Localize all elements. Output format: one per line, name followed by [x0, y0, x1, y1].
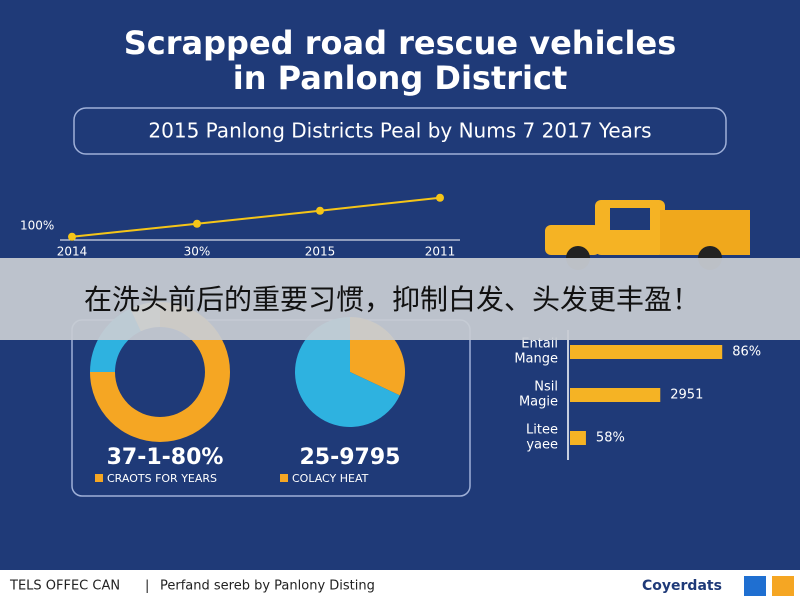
category-label: yaee	[526, 438, 558, 453]
title: Scrapped road rescue vehicles	[124, 24, 676, 62]
legend-label: COLACY HEAT	[292, 472, 369, 485]
x-tick-label: 30%	[184, 245, 211, 259]
point	[436, 193, 444, 202]
icon	[744, 576, 766, 596]
x-tick-label: 2011	[425, 245, 456, 259]
chart-title: 37-1-80%	[107, 445, 224, 470]
category-label: Mange	[514, 352, 558, 367]
footer-bar	[0, 570, 800, 600]
annotation: 100%	[20, 219, 54, 233]
truck	[545, 200, 750, 270]
overlay-text: 在洗头前后的重要习惯，抑制白发、头发更丰盈！	[84, 283, 700, 316]
category-label: Magie	[519, 395, 558, 410]
bar	[570, 345, 723, 359]
slice	[294, 316, 400, 427]
subtitle: 2015 Panlong Districts Peal by Nums 7 20…	[148, 119, 651, 143]
bar-label: 2951	[670, 388, 703, 403]
overlay-band	[0, 258, 800, 340]
subtitle-box	[73, 107, 727, 155]
legend-swatch	[280, 474, 288, 482]
category-label: Entail	[521, 337, 558, 352]
chart-title: 25-9795	[300, 445, 401, 470]
footer-brand: Coyerdats	[642, 578, 722, 594]
line	[71, 196, 441, 238]
point	[68, 232, 76, 241]
point	[316, 206, 324, 215]
category-label: Litee	[526, 423, 558, 438]
title: in Panlong District	[233, 59, 568, 97]
category-label: Nsil	[534, 380, 558, 395]
footer-credit: Perfand sereb by Panlony Disting	[160, 579, 375, 594]
footer-left: TELS OFFEC CAN	[9, 579, 120, 594]
footer-separator: |	[145, 579, 149, 594]
legend-swatch	[95, 474, 103, 482]
bar	[570, 431, 586, 445]
x-tick-label: 2015	[305, 245, 336, 259]
bar-label: 86%	[732, 345, 761, 360]
legend-label: CRAOTS FOR YEARS	[107, 472, 217, 485]
icon	[772, 576, 794, 596]
bar	[570, 388, 661, 402]
point	[193, 219, 201, 228]
x-tick-label: 2014	[57, 245, 88, 259]
bar-label: 58%	[596, 431, 625, 446]
